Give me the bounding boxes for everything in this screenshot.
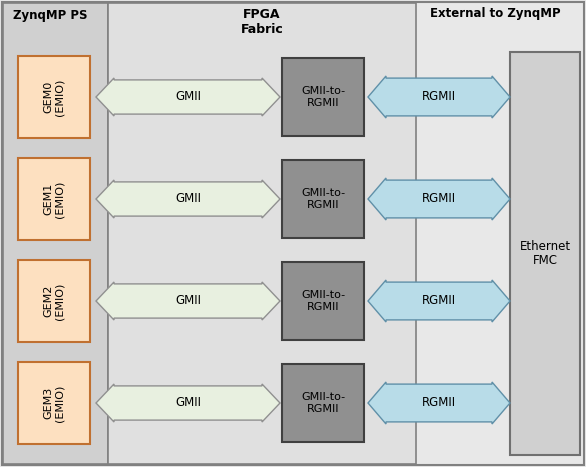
Text: GMII-to-
RGMII: GMII-to- RGMII [301,86,345,108]
Bar [108,3,416,464]
Text: GMII: GMII [175,91,201,104]
Bar [510,52,580,455]
Bar [282,364,364,442]
Text: GMII: GMII [175,396,201,410]
Bar [282,58,364,136]
Bar [18,362,90,444]
Text: FPGA
Fabric: FPGA Fabric [241,8,284,36]
Polygon shape [96,78,280,116]
Text: RGMII: RGMII [422,192,456,205]
Polygon shape [368,280,510,322]
Text: GMII: GMII [175,295,201,307]
Bar [282,160,364,238]
Text: GEM3
(EMIO): GEM3 (EMIO) [43,384,65,422]
Text: RGMII: RGMII [422,396,456,410]
Text: Ethernet
FMC: Ethernet FMC [519,240,571,268]
Text: External to ZynqMP: External to ZynqMP [430,7,560,21]
Text: GEM0
(EMIO): GEM0 (EMIO) [43,78,65,116]
Polygon shape [96,384,280,422]
Text: GMII-to-
RGMII: GMII-to- RGMII [301,290,345,312]
Bar [18,260,90,342]
Text: GEM2
(EMIO): GEM2 (EMIO) [43,283,65,320]
Bar [18,56,90,138]
Text: RGMII: RGMII [422,91,456,104]
Bar [18,158,90,240]
Bar [282,262,364,340]
Text: RGMII: RGMII [422,295,456,307]
Text: GMII-to-
RGMII: GMII-to- RGMII [301,188,345,210]
Bar [3,3,108,464]
Polygon shape [368,76,510,118]
Polygon shape [96,180,280,218]
Text: ZynqMP PS: ZynqMP PS [13,9,88,22]
Text: GMII: GMII [175,192,201,205]
Polygon shape [368,178,510,220]
Polygon shape [368,382,510,424]
Polygon shape [96,282,280,320]
Text: GMII-to-
RGMII: GMII-to- RGMII [301,392,345,414]
Text: GEM1
(EMIO): GEM1 (EMIO) [43,180,65,218]
